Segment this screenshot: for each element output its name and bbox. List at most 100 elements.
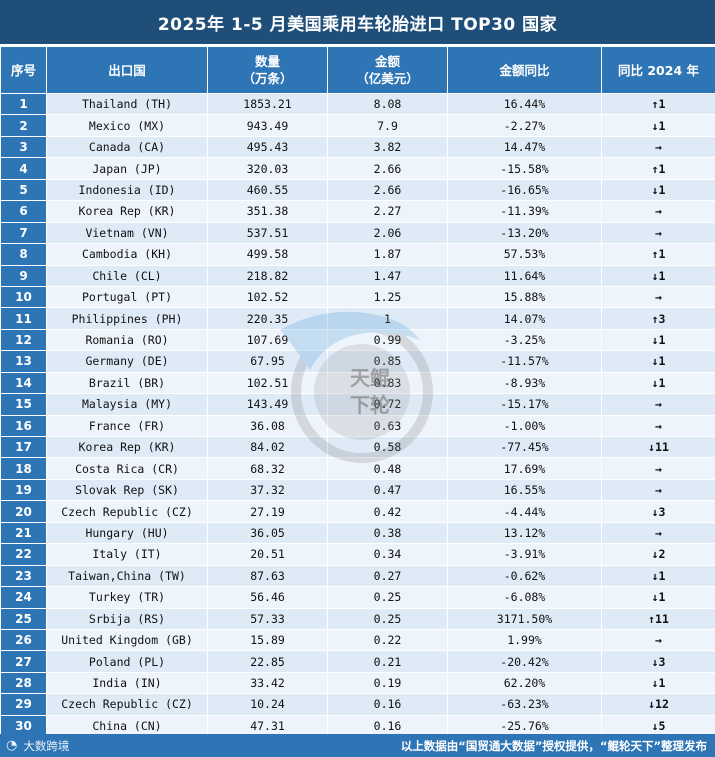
country-cell: France (FR) bbox=[46, 414, 208, 438]
table-row: 24 Turkey (TR) 56.46 0.25 -6.08% ↓1 bbox=[0, 586, 715, 609]
amount-cell: 0.63 bbox=[327, 414, 448, 438]
quantity-cell: 495.43 bbox=[207, 135, 328, 159]
country-cell: Philippines (PH) bbox=[46, 307, 208, 330]
country-cell: Mexico (MX) bbox=[46, 114, 208, 137]
amount-cell: 2.66 bbox=[327, 157, 448, 180]
rank-change-cell: ↓1 bbox=[601, 114, 715, 137]
rank-cell: 25 bbox=[0, 607, 47, 630]
country-cell: India (IN) bbox=[46, 671, 208, 695]
yoy-cell: -25.76% bbox=[447, 714, 602, 738]
table-row: 14 Brazil (BR) 102.51 0.83 -8.93% ↓1 bbox=[0, 371, 715, 395]
rank-cell: 13 bbox=[0, 350, 47, 373]
rank-cell: 2 bbox=[0, 114, 47, 137]
yoy-cell: 17.69% bbox=[447, 457, 602, 480]
country-cell: China (CN) bbox=[46, 714, 208, 738]
rank-change-cell: ↑1 bbox=[601, 92, 715, 116]
yoy-cell: -13.20% bbox=[447, 221, 602, 245]
amount-cell: 7.9 bbox=[327, 114, 448, 137]
table-row: 26 United Kingdom (GB) 15.89 0.22 1.99% → bbox=[0, 628, 715, 652]
rank-cell: 27 bbox=[0, 650, 47, 673]
table-row: 25 Srbija (RS) 57.33 0.25 3171.50% ↑11 bbox=[0, 607, 715, 630]
col-header-quantity-line2: （万条） bbox=[242, 71, 293, 86]
rank-cell: 30 bbox=[0, 714, 47, 738]
country-cell: Srbija (RS) bbox=[46, 607, 208, 630]
rank-change-cell: ↓1 bbox=[601, 264, 715, 287]
col-header-rank: 序号 bbox=[0, 46, 47, 94]
import-table: 序号 出口国 数量 （万条） 金额 （亿美元） 金额同比 同比 2024 年 1… bbox=[0, 46, 715, 738]
rank-change-cell: ↓5 bbox=[601, 714, 715, 738]
country-cell: Czech Republic (CZ) bbox=[46, 693, 208, 716]
quantity-cell: 10.24 bbox=[207, 693, 328, 716]
yoy-cell: 16.44% bbox=[447, 92, 602, 116]
rank-change-cell: ↓1 bbox=[601, 586, 715, 609]
rank-change-cell: → bbox=[601, 221, 715, 245]
rank-change-cell: → bbox=[601, 521, 715, 545]
header-row: 序号 出口国 数量 （万条） 金额 （亿美元） 金额同比 同比 2024 年 bbox=[0, 46, 715, 94]
rank-cell: 20 bbox=[0, 500, 47, 523]
col-header-quantity: 数量 （万条） bbox=[207, 46, 328, 94]
rank-change-cell: ↓3 bbox=[601, 500, 715, 523]
rank-change-cell: → bbox=[601, 457, 715, 480]
yoy-cell: -0.62% bbox=[447, 564, 602, 588]
amount-cell: 0.22 bbox=[327, 628, 448, 652]
amount-cell: 1.25 bbox=[327, 285, 448, 309]
rank-change-cell: → bbox=[601, 200, 715, 223]
amount-cell: 0.85 bbox=[327, 350, 448, 373]
quantity-cell: 102.51 bbox=[207, 371, 328, 395]
quantity-cell: 220.35 bbox=[207, 307, 328, 330]
yoy-cell: 16.55% bbox=[447, 478, 602, 502]
yoy-cell: 62.20% bbox=[447, 671, 602, 695]
country-cell: Taiwan,China (TW) bbox=[46, 564, 208, 588]
quantity-cell: 1853.21 bbox=[207, 92, 328, 116]
yoy-cell: 14.47% bbox=[447, 135, 602, 159]
quantity-cell: 499.58 bbox=[207, 243, 328, 266]
yoy-cell: -20.42% bbox=[447, 650, 602, 673]
table-row: 5 Indonesia (ID) 460.55 2.66 -16.65% ↓1 bbox=[0, 178, 715, 202]
country-cell: Korea Rep (KR) bbox=[46, 435, 208, 459]
quantity-cell: 22.85 bbox=[207, 650, 328, 673]
amount-cell: 0.16 bbox=[327, 693, 448, 716]
rank-change-cell: ↓3 bbox=[601, 650, 715, 673]
table-row: 1 Thailand (TH) 1853.21 8.08 16.44% ↑1 bbox=[0, 92, 715, 116]
rank-cell: 8 bbox=[0, 243, 47, 266]
rank-cell: 18 bbox=[0, 457, 47, 480]
rank-cell: 29 bbox=[0, 693, 47, 716]
rank-change-cell: ↓1 bbox=[601, 671, 715, 695]
rank-cell: 4 bbox=[0, 157, 47, 180]
country-cell: Canada (CA) bbox=[46, 135, 208, 159]
rank-change-cell: ↓2 bbox=[601, 543, 715, 566]
table-row: 6 Korea Rep (KR) 351.38 2.27 -11.39% → bbox=[0, 200, 715, 223]
rank-cell: 26 bbox=[0, 628, 47, 652]
rank-change-cell: ↑1 bbox=[601, 243, 715, 266]
col-header-quantity-line1: 数量 bbox=[254, 54, 280, 69]
rank-cell: 21 bbox=[0, 521, 47, 545]
rank-change-cell: → bbox=[601, 393, 715, 416]
country-cell: Hungary (HU) bbox=[46, 521, 208, 545]
country-cell: Portugal (PT) bbox=[46, 285, 208, 309]
country-cell: United Kingdom (GB) bbox=[46, 628, 208, 652]
yoy-cell: 11.64% bbox=[447, 264, 602, 287]
table-row: 12 Romania (RO) 107.69 0.99 -3.25% ↓1 bbox=[0, 328, 715, 352]
rank-change-cell: ↑11 bbox=[601, 607, 715, 630]
table-row: 11 Philippines (PH) 220.35 1 14.07% ↑3 bbox=[0, 307, 715, 330]
country-cell: Costa Rica (CR) bbox=[46, 457, 208, 480]
country-cell: Malaysia (MY) bbox=[46, 393, 208, 416]
yoy-cell: -15.58% bbox=[447, 157, 602, 180]
amount-cell: 1 bbox=[327, 307, 448, 330]
quantity-cell: 102.52 bbox=[207, 285, 328, 309]
yoy-cell: -6.08% bbox=[447, 586, 602, 609]
table-row: 19 Slovak Rep (SK) 37.32 0.47 16.55% → bbox=[0, 478, 715, 502]
country-cell: Thailand (TH) bbox=[46, 92, 208, 116]
rank-change-cell: → bbox=[601, 285, 715, 309]
rank-cell: 22 bbox=[0, 543, 47, 566]
yoy-cell: 57.53% bbox=[447, 243, 602, 266]
amount-cell: 0.38 bbox=[327, 521, 448, 545]
country-cell: Poland (PL) bbox=[46, 650, 208, 673]
amount-cell: 2.06 bbox=[327, 221, 448, 245]
amount-cell: 0.72 bbox=[327, 393, 448, 416]
quantity-cell: 57.33 bbox=[207, 607, 328, 630]
footer-brand-text: 大数跨境 bbox=[23, 738, 70, 753]
quantity-cell: 218.82 bbox=[207, 264, 328, 287]
table-row: 29 Czech Republic (CZ) 10.24 0.16 -63.23% ↓12 bbox=[0, 693, 715, 716]
